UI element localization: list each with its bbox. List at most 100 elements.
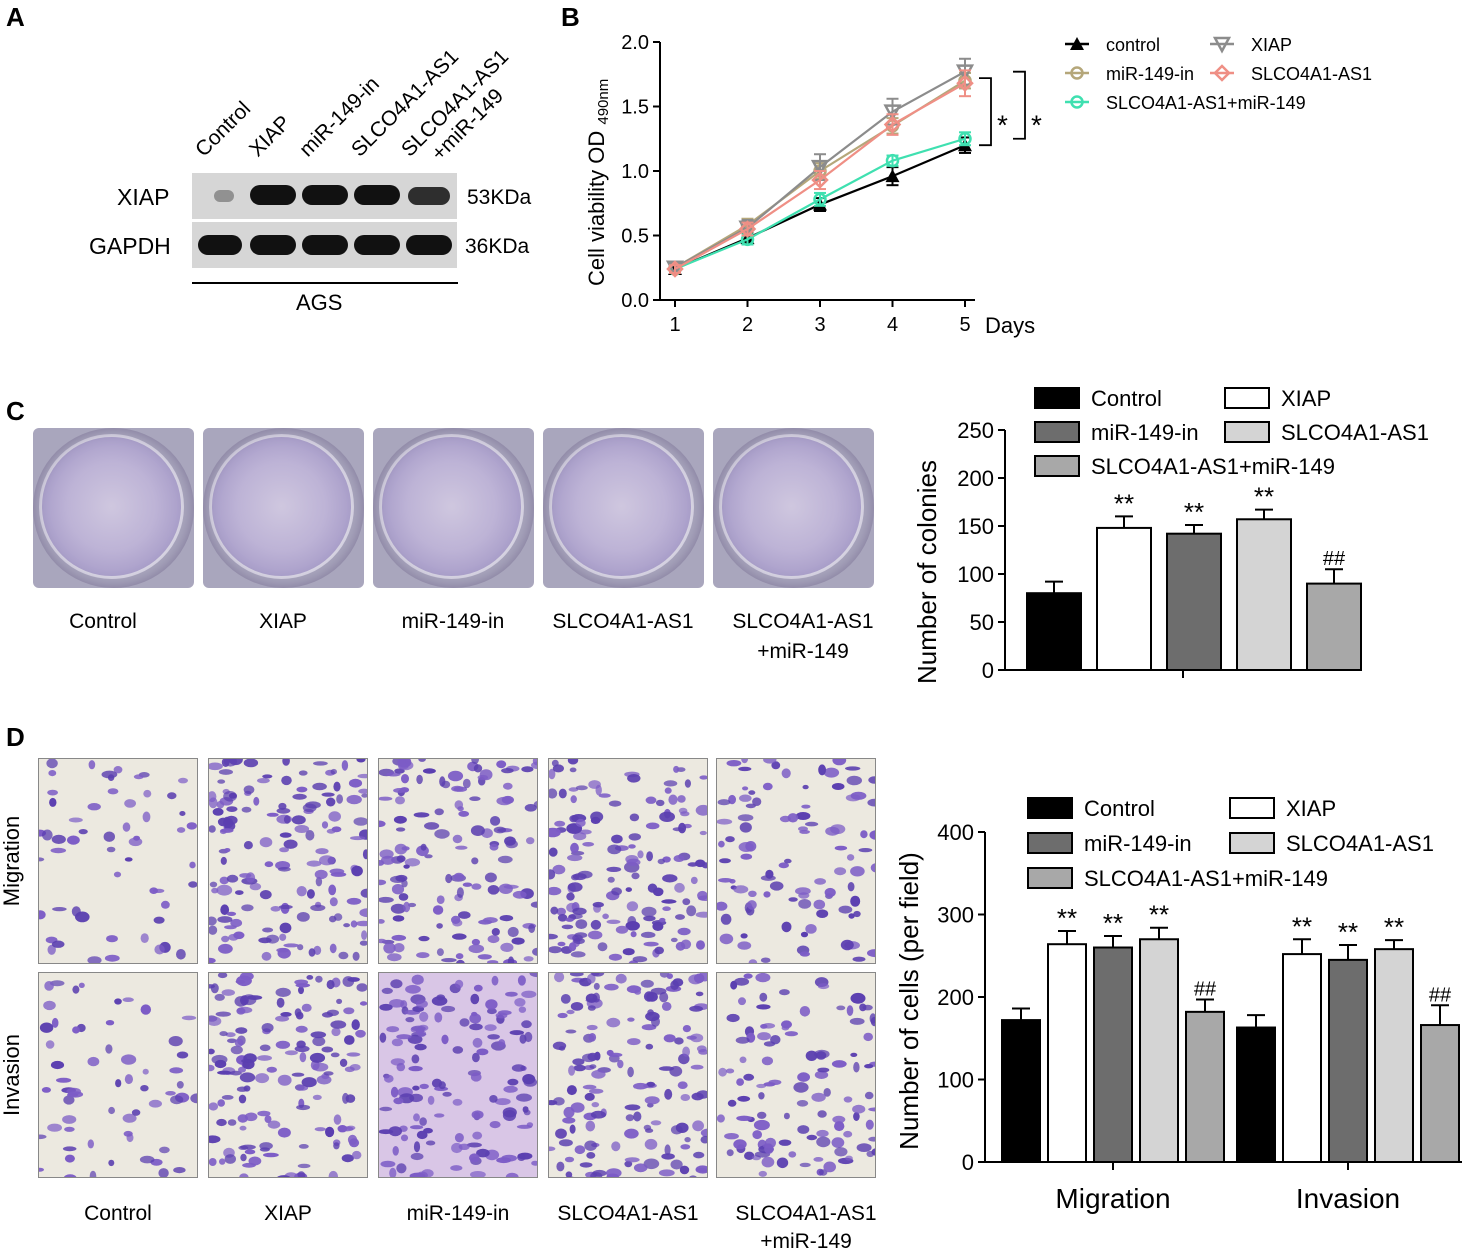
significance-mark: ** (1292, 911, 1312, 941)
caption-c-control: Control (69, 610, 137, 633)
blot-band (302, 185, 348, 205)
bar (1001, 1019, 1041, 1163)
bar (1236, 518, 1292, 671)
blot-band (354, 235, 400, 255)
caption-d-combo-suffix: +miR-149 (760, 1230, 852, 1253)
blot-band (302, 235, 348, 255)
legend-swatch (1229, 797, 1275, 819)
panel-label-a: A (6, 2, 25, 32)
colony-dish-control (33, 428, 194, 588)
row-label-invasion: Invasion (0, 1034, 24, 1116)
western-blot-gapdh (192, 222, 457, 268)
panel-label-d: D (6, 722, 25, 752)
legend-label: miR-149-in (1106, 64, 1194, 84)
significance-bracket (979, 77, 992, 147)
legend-label: SLCO4A1-AS1 (1251, 64, 1372, 84)
legend-marker (1213, 64, 1231, 82)
data-point (883, 115, 902, 134)
blot-label-gapdh: GAPDH (89, 233, 171, 259)
x-tick-label: 3 (814, 314, 825, 336)
y-axis-label: Number of colonies (912, 460, 942, 684)
significance-bracket (1013, 70, 1026, 140)
lane-label-control: Control (191, 97, 256, 162)
legend-swatch (1027, 832, 1073, 854)
cell-stain-pattern (549, 973, 707, 1177)
colony-dish-combo (713, 428, 874, 588)
caption-c-combo-suffix: +miR-149 (757, 640, 849, 663)
panel-label-c: C (6, 396, 25, 426)
bar (1282, 953, 1322, 1163)
caption-c-slco4a1as1: SLCO4A1-AS1 (552, 610, 694, 633)
data-point (955, 64, 975, 82)
blot-band (250, 185, 296, 205)
bar (1374, 948, 1414, 1163)
transwell-micrograph (716, 758, 876, 964)
caption-d-control: Control (84, 1202, 152, 1225)
data-point (738, 220, 757, 238)
panel-label-b: B (561, 2, 580, 32)
bar (1420, 1024, 1460, 1163)
data-point (885, 153, 900, 168)
western-blot-xiap (192, 173, 457, 219)
x-tick-label: 2 (742, 314, 753, 336)
cell-stain-pattern (717, 759, 875, 963)
blot-band (214, 190, 234, 202)
legend-swatch (1034, 455, 1080, 477)
row-label-migration: Migration (0, 815, 24, 907)
caption-d-slco4a1as1: SLCO4A1-AS1 (557, 1202, 699, 1225)
colony-bar-chart: 0 50 100 150 200 250 Number of colonies ** ** ** #… (912, 386, 1429, 684)
data-point (810, 159, 830, 177)
x-tick-label: Invasion (1296, 1183, 1400, 1214)
legend-label: SLCO4A1-AS1+miR-149 (1084, 866, 1328, 891)
caption-d-combo: SLCO4A1-AS1 (735, 1202, 877, 1225)
x-tick-label: 4 (887, 314, 898, 336)
y-tick-label: 400 (937, 820, 974, 845)
blot-label-xiap: XIAP (117, 184, 170, 210)
blot-band (354, 185, 400, 205)
legend-swatch (1027, 867, 1073, 889)
transwell-micrograph (716, 972, 876, 1178)
blot-band (408, 187, 450, 205)
blot-band (250, 235, 296, 255)
caption-c-mir149in: miR-149-in (401, 610, 505, 633)
kda-label-xiap: 53KDa (467, 186, 532, 209)
x-tick-label: 5 (959, 314, 970, 336)
x-tick-label: 1 (669, 314, 680, 336)
y-tick-label: 0 (982, 658, 994, 683)
bar (1093, 946, 1133, 1163)
legend-label: control (1106, 35, 1160, 55)
caption-c-xiap: XIAP (259, 610, 307, 633)
legend-label: SLCO4A1-AS1 (1281, 420, 1429, 445)
legend-label: miR-149-in (1084, 831, 1192, 856)
legend-label: Control (1084, 796, 1155, 821)
significance-mark: ** (1114, 488, 1134, 518)
cell-stain-pattern (39, 759, 197, 963)
legend-label: SLCO4A1-AS1+miR-149 (1091, 454, 1335, 479)
transwell-micrograph (208, 758, 368, 964)
legend-marker (1070, 37, 1084, 50)
bar (1306, 582, 1362, 672)
significance-mark: ## (1429, 984, 1452, 1006)
transwell-micrograph (548, 758, 708, 964)
y-tick-label: 0.5 (621, 226, 649, 248)
y-axis-label: Number of cells (per field) (894, 852, 924, 1150)
y-tick-label: 1.0 (621, 161, 649, 183)
caption-d-mir149in: miR-149-in (406, 1202, 510, 1225)
blot-band (406, 235, 452, 255)
y-tick-label: 300 (937, 903, 974, 928)
legend-swatch (1229, 832, 1275, 854)
colony-dish-mir149in (373, 428, 534, 588)
bar (1328, 958, 1368, 1163)
cell-stain-pattern (379, 759, 537, 963)
colony-dish-xiap (203, 428, 364, 588)
y-tick-label: 200 (957, 466, 994, 491)
significance-mark: ** (1338, 917, 1358, 947)
bar (1026, 592, 1082, 671)
caption-c-combo: SLCO4A1-AS1 (732, 610, 874, 633)
legend-label: miR-149-in (1091, 420, 1199, 445)
bar (1185, 1010, 1225, 1163)
significance-mark: ## (1323, 548, 1346, 570)
data-point (811, 171, 829, 189)
cell-line-label: AGS (296, 290, 343, 315)
bar (1096, 526, 1152, 671)
